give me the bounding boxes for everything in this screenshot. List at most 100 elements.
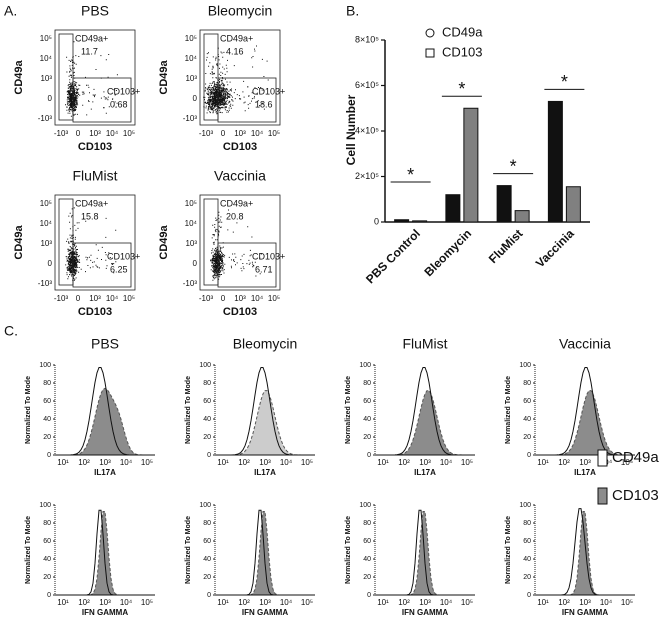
histogram-cd49a [535, 508, 635, 596]
y-tick-label: 20 [363, 434, 371, 441]
plot-frame [199, 29, 281, 126]
bar [394, 219, 410, 223]
gate [72, 77, 132, 123]
y-tick-label: 0 [47, 452, 51, 459]
x-tick-label: 10¹ [377, 458, 389, 467]
legend-marker [425, 28, 435, 38]
y-tick-label: 60 [203, 538, 211, 545]
y-tick-label: 10⁴ [40, 219, 53, 228]
y-tick-label: 8×10⁵ [355, 34, 379, 44]
histogram-cd103 [55, 387, 155, 456]
x-tick-label: 10⁴ [600, 598, 613, 607]
plot-title: Vaccinia [214, 168, 266, 184]
x-tick-label: 10³ [234, 294, 246, 303]
y-tick-label: 60 [523, 538, 531, 545]
y-tick-label: 0 [367, 452, 371, 459]
y-tick-label: 40 [523, 556, 531, 563]
annotation: * [407, 165, 414, 185]
y-tick-label: 40 [203, 556, 211, 563]
y-tick-label: 10⁵ [40, 34, 52, 43]
y-axis-label: Cell Number [344, 94, 358, 165]
x-tick-label: 10⁵ [123, 294, 135, 303]
y-tick-label: 40 [203, 416, 211, 423]
y-tick-label: 60 [363, 398, 371, 405]
histogram-cd49a [535, 367, 635, 456]
y-axis-label: CD49a [158, 225, 170, 260]
plot-title: FluMist [72, 168, 117, 184]
x-tick-label: Vaccinia [533, 226, 577, 270]
x-tick-label: 10⁵ [301, 458, 313, 467]
x-axis-label: IL17A [94, 468, 116, 477]
gate-name: CD49a+ [75, 198, 108, 208]
y-tick-label: 80 [523, 380, 531, 387]
y-axis-label: Normalized To Mode [345, 516, 352, 584]
y-tick-label: 40 [363, 416, 371, 423]
x-tick-label: 10⁵ [621, 598, 633, 607]
gate [217, 77, 277, 123]
legend-marker [425, 48, 435, 58]
y-tick-label: -10³ [183, 114, 198, 123]
x-tick-label: 10³ [89, 294, 101, 303]
x-axis-label: CD103 [223, 306, 257, 318]
gate-name: CD103+ [107, 86, 140, 96]
y-tick-label: 10⁵ [185, 34, 197, 43]
y-tick-label: 10³ [185, 74, 197, 83]
annotation: * [458, 79, 465, 99]
plot-title: FluMist [402, 336, 447, 352]
bar [514, 210, 530, 223]
x-tick-label: 10⁵ [621, 458, 633, 467]
x-tick-label: 10¹ [217, 458, 229, 467]
gate-name: CD49a+ [220, 33, 253, 43]
gate [58, 33, 74, 121]
y-tick-label: 60 [43, 538, 51, 545]
y-tick-label: 20 [43, 574, 51, 581]
gate-name: CD103+ [107, 251, 140, 261]
y-tick-label: 0 [527, 452, 531, 459]
histogram-cd103 [215, 511, 315, 596]
y-tick-label: 20 [203, 574, 211, 581]
y-tick-label: 20 [43, 434, 51, 441]
y-tick-label: 0 [374, 216, 379, 226]
histogram-cd103 [375, 390, 475, 456]
y-tick-label: 6×10⁵ [355, 80, 379, 90]
dots [65, 41, 118, 117]
y-tick-label: 0 [527, 592, 531, 599]
plot-title: PBS [81, 3, 109, 19]
histogram-cd49a [375, 367, 475, 456]
x-tick-label: 10⁴ [106, 129, 119, 138]
y-tick-label: 0 [47, 592, 51, 599]
y-tick-label: 10⁵ [185, 199, 197, 208]
gate-value: 0.68 [110, 99, 128, 109]
x-axis-label: IFN GAMMA [242, 608, 288, 617]
gate [72, 242, 132, 288]
histogram-cd49a [215, 367, 315, 456]
x-tick-label: 10⁵ [123, 129, 135, 138]
x-tick-label: 10² [238, 598, 250, 607]
gate-value: 15.8 [81, 211, 99, 221]
x-tick-label: 10³ [234, 129, 246, 138]
gate-value: 6.25 [110, 264, 128, 274]
y-axis-label: CD49a [158, 60, 170, 95]
x-tick-label: 10⁴ [120, 458, 133, 467]
x-tick-label: 10⁴ [251, 129, 264, 138]
histogram-cd103 [535, 511, 635, 596]
x-tick-label: 0 [76, 294, 81, 303]
gate [203, 198, 219, 286]
y-tick-label: 10³ [185, 239, 197, 248]
x-tick-label: Bleomycin [421, 226, 474, 279]
y-tick-label: 80 [43, 520, 51, 527]
plot-title: Bleomycin [208, 3, 273, 19]
histogram-cd103 [375, 511, 475, 596]
y-tick-label: 0 [193, 259, 198, 268]
histogram-cd103 [535, 390, 635, 456]
y-tick-label: 40 [43, 416, 51, 423]
x-tick-label: 10³ [259, 598, 271, 607]
y-axis-label: Normalized To Mode [505, 376, 512, 444]
x-tick-label: 10¹ [537, 458, 549, 467]
x-axis-label: CD103 [78, 141, 112, 153]
legend-swatch [597, 487, 608, 505]
gate [203, 33, 219, 121]
annotation: * [561, 72, 568, 92]
x-axis-label: CD103 [78, 306, 112, 318]
